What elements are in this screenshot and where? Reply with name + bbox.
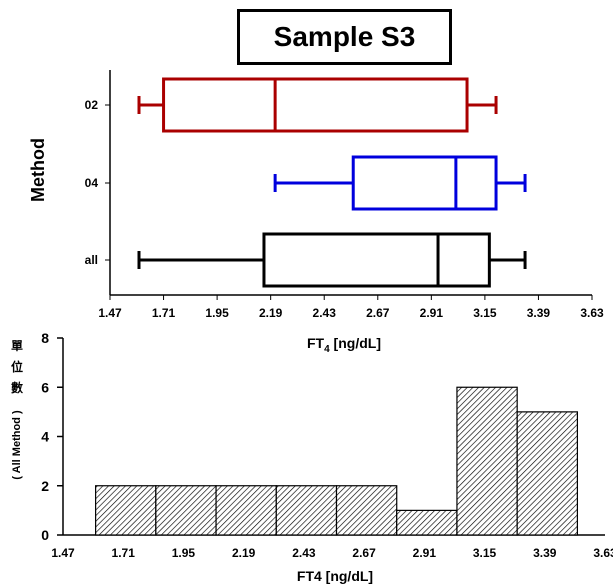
boxplot-x-axis-title-main: FT <box>307 335 325 351</box>
box-04 <box>273 155 527 211</box>
boxplot-x-tick-label: 1.95 <box>205 306 229 320</box>
histogram-bar <box>275 485 338 536</box>
histogram-y-label-subtitle: ( All Method ) <box>11 410 23 480</box>
boxplot-x-tick-label: 3.63 <box>580 306 604 320</box>
boxplot-x-tick-label: 2.19 <box>259 306 283 320</box>
histogram-bars <box>95 386 578 536</box>
boxplot-x-axis-title-subscript: 4 <box>324 344 330 355</box>
histogram-x-tick-label: 2.91 <box>413 546 437 560</box>
box-all <box>137 232 527 288</box>
boxplot-y-tick-labels: 02 04 all <box>85 98 99 267</box>
histogram-y-label-char-1: 單 <box>11 339 23 353</box>
histogram-x-tick-labels: 1.47 1.71 1.95 2.19 2.43 2.67 2.91 3.15 3.39 3.63 <box>51 546 613 560</box>
histogram-y-tick-labels: 0 2 4 6 8 <box>41 330 49 543</box>
boxplot-x-tick-label: 2.43 <box>313 306 337 320</box>
histogram-y-tick-label: 0 <box>41 527 49 543</box>
histogram-bar <box>155 485 217 536</box>
chart-title: Sample S3 <box>237 9 452 65</box>
histogram-x-tick-label: 3.15 <box>473 546 497 560</box>
boxplot-x-tick-label: 2.91 <box>420 306 444 320</box>
boxplot-y-tick-label: all <box>85 253 98 267</box>
boxplot-x-tick-labels: 1.47 1.71 1.95 2.19 2.43 2.67 2.91 3.15 3.39 3.63 <box>98 306 604 320</box>
boxplot-x-axis-title: FT4 [ng/dL] <box>307 335 381 355</box>
histogram-y-label-char-3: 數 <box>11 380 23 395</box>
boxplot-x-tick-label: 2.67 <box>366 306 390 320</box>
histogram-bar <box>396 509 458 536</box>
histogram-bar <box>335 485 398 536</box>
histogram-x-tick-label: 2.19 <box>232 546 256 560</box>
boxplot-x-axis-title-unit: [ng/dL] <box>330 335 381 351</box>
boxplot-axes <box>105 70 593 300</box>
histogram-bar <box>95 485 157 536</box>
box-iqr <box>351 155 498 211</box>
histogram-x-tick-label: 1.71 <box>112 546 136 560</box>
histogram-y-tick-label: 8 <box>41 330 49 346</box>
histogram-y-tick-label: 6 <box>41 379 49 395</box>
histogram-x-tick-label: 2.67 <box>352 546 376 560</box>
histogram-x-tick-label: 3.39 <box>533 546 557 560</box>
boxplot-marks <box>137 77 527 288</box>
box-iqr <box>262 232 491 288</box>
histogram-x-axis-title: FT4 [ng/dL] <box>297 568 373 584</box>
histogram-y-tick-label: 4 <box>41 429 49 445</box>
box-02 <box>137 77 498 133</box>
histogram-bar <box>456 386 518 536</box>
histogram-y-label-char-2: 位 <box>11 359 23 374</box>
box-iqr <box>162 77 469 133</box>
boxplot-y-tick-label: 02 <box>85 98 99 112</box>
boxplot-x-tick-label: 3.15 <box>473 306 497 320</box>
histogram-x-tick-label: 1.95 <box>172 546 196 560</box>
histogram-x-tick-label: 1.47 <box>51 546 75 560</box>
histogram-x-tick-label: 2.43 <box>292 546 316 560</box>
boxplot-x-tick-label: 1.71 <box>152 306 176 320</box>
boxplot-x-tick-label: 1.47 <box>98 306 122 320</box>
histogram-bar <box>516 411 578 536</box>
boxplot-y-axis-title: Method <box>28 138 48 202</box>
boxplot-y-tick-label: 04 <box>85 176 99 190</box>
histogram-x-tick-label: 3.63 <box>593 546 613 560</box>
histogram-y-tick-label: 2 <box>41 478 49 494</box>
histogram-bar <box>215 485 277 536</box>
boxplot-x-tick-label: 3.39 <box>527 306 551 320</box>
